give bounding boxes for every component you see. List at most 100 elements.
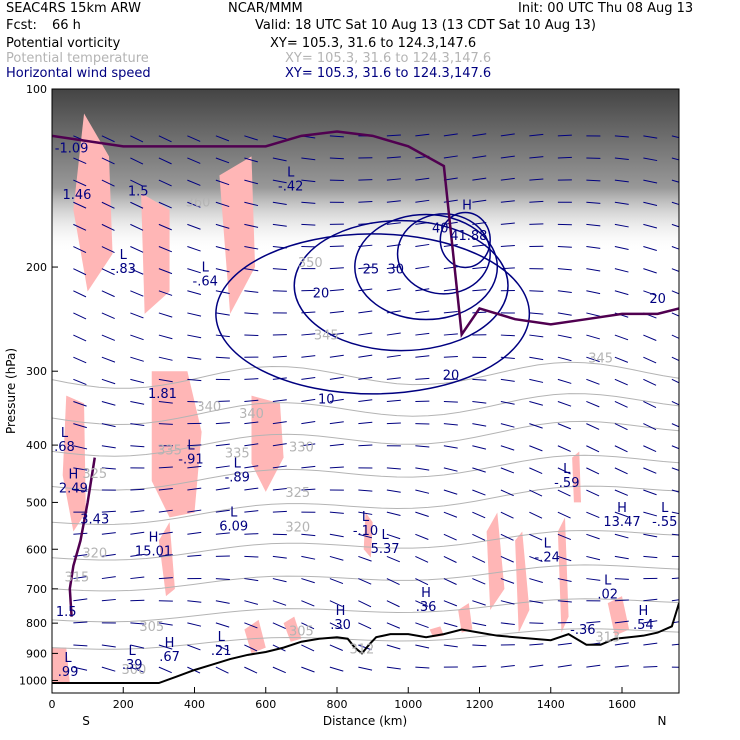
wind-vector [500,155,515,159]
wind-vector [158,666,172,674]
wind-vector [643,467,657,474]
wind-vector [130,223,144,231]
pv-extremum-value: -.42 [278,179,303,194]
wind-vector [215,312,230,316]
wind-vector [301,311,316,314]
wind-vector [500,200,515,203]
wind-vector [73,445,88,450]
wind-vector [158,554,173,557]
wind-vector [101,201,115,209]
pv-extremum-letter: L [234,456,242,471]
pv-extremum-value: -.36 [570,623,595,638]
wind-vector [671,312,679,317]
wind-vector [101,223,115,231]
isentrope-label: 335 [225,447,250,462]
wind-vector [101,290,115,298]
isentrope-label: 325 [82,467,107,482]
isentrope-label: 315 [65,570,90,585]
wind-vector [500,267,515,270]
wind-vector [529,445,543,452]
wind-vector [557,134,572,137]
wind-vector [101,400,116,406]
pv-extremum-label: L-.55 [652,501,677,530]
pv-extremum-letter: L [287,165,295,180]
x-tick-label: 1000 [394,698,422,711]
wind-speed-label: 10 [318,392,335,407]
wind-vector [614,620,629,624]
isentrope-label: 313 [595,631,620,646]
wind-vector [329,376,344,380]
pv-extremum-value: -1.09 [55,141,89,156]
wind-vector [130,510,145,513]
wind-vector [643,489,657,496]
wind-vector [358,244,373,248]
wind-vector [415,578,429,586]
y-axis-title: Pressure (hPa) [4,348,18,434]
wind-vector [386,399,401,402]
isentrope-label: 312 [350,642,375,657]
wind-vector [614,467,628,475]
wind-vector [386,244,401,248]
pv-extremum-label: L.02 [597,573,618,602]
pv-extremum-value: .67 [159,650,180,665]
wind-vector [557,642,572,646]
wind-vector [671,290,679,295]
wind-vector [272,246,287,249]
wind-vector [529,533,543,541]
wind-vector [472,222,487,225]
isentrope-label: 330 [289,440,314,455]
wind-vector [586,489,600,497]
pv-extremum-value: .21 [211,644,232,659]
wind-vector [358,555,372,562]
wind-vector [443,578,457,585]
wind-vector [443,199,458,203]
wind-vector [643,665,658,668]
pv-extremum-letter: L [544,537,552,552]
wind-vector [244,421,259,425]
wind-vector [244,600,259,605]
pv-extremum-label: 1.5 [128,185,149,200]
wind-vector [244,510,259,513]
wind-vector [586,268,601,272]
wind-vector [329,644,343,651]
isentrope [52,361,679,389]
wind-vector [73,268,87,276]
wind-vector [415,199,430,203]
pv-extremum-value: .30 [330,618,351,633]
wind-vector [215,487,230,491]
wind-vector [586,312,601,317]
isentrope [52,454,679,491]
wind-vector [643,511,657,517]
pv-extremum-value: 2.49 [59,482,88,497]
wind-vector [358,200,373,203]
wind-vector [586,179,601,182]
wind-vector [101,312,115,320]
isentrope [52,564,679,592]
contour-labels: 325 360 350 345 340 335 330 325 320 340 335 320 315 3… [54,141,677,680]
isentrope-label: 340 [239,407,264,422]
wind-vector [472,244,487,248]
wind-vector [130,576,145,580]
pv-extremum-label: 1.5 [56,605,77,620]
wind-vector [415,644,430,649]
wind-vector [472,177,487,181]
wind-vector [244,465,259,469]
wind-vector [73,334,87,342]
wind-vector [557,423,572,430]
wind-vector [272,488,287,491]
wind-vector [386,622,400,629]
wind-vector [500,244,515,248]
wind-vector [73,179,87,187]
isentrope-label: 300 [122,663,147,678]
wind-vector [443,155,458,159]
wind-speed-contour [439,211,491,269]
wind-vector [130,268,144,275]
wind-vector [529,578,543,584]
wind-vector [386,134,401,137]
wind-vector [529,664,544,668]
wind-vector [158,622,173,626]
isentrope [52,628,679,650]
wind-vector [215,268,230,273]
wind-vector [643,201,658,206]
wind-vector [643,356,657,364]
